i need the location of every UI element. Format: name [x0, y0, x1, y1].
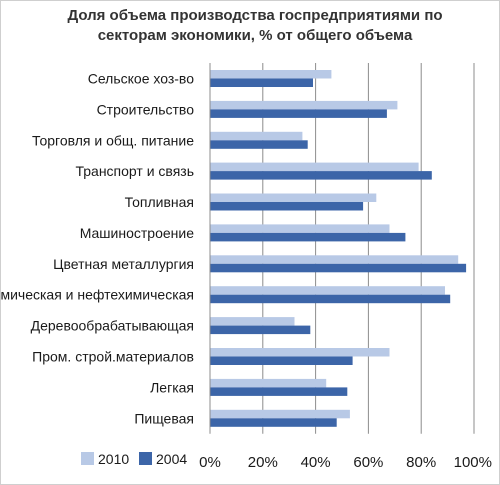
- x-tick-label: 0%: [199, 454, 221, 471]
- category-label: Машиностроение: [80, 225, 194, 241]
- category-label: Химическая и нефтехимическая: [0, 287, 194, 303]
- category-label: Транспорт и связь: [75, 163, 194, 179]
- x-tick-label: 40%: [301, 454, 331, 471]
- bar-2010: [210, 131, 303, 141]
- bars: [210, 70, 467, 427]
- category-label: Пром. строй.материалов: [32, 349, 194, 365]
- legend-swatch-2004: [139, 452, 152, 465]
- category-label: Топливная: [125, 194, 194, 210]
- bar-2004: [210, 78, 313, 87]
- category-labels: Сельское хоз-во Строительство Торговля и о…: [0, 71, 194, 427]
- legend-label-2010: 2010: [98, 451, 129, 467]
- x-tick-label: 20%: [248, 454, 278, 471]
- bar-2004: [210, 232, 406, 242]
- bar-2004: [210, 202, 364, 211]
- bar-2010: [210, 378, 327, 388]
- bar-2010: [210, 348, 390, 357]
- bar-2004: [210, 325, 311, 335]
- bar-2010: [210, 70, 332, 79]
- bar-2004: [210, 140, 308, 149]
- x-tick-labels: 0% 20% 40% 60% 80% 100%: [199, 454, 492, 471]
- legend: 2010 2004: [81, 451, 187, 467]
- chart-title-line-2: секторам экономики, % от общего объема: [97, 27, 413, 44]
- category-label: Деревообрабатывающая: [31, 318, 194, 334]
- bar-2010: [210, 317, 295, 326]
- bar-2004: [210, 418, 337, 427]
- category-label: Цветная металлургия: [53, 256, 194, 272]
- bar-2004: [210, 109, 387, 118]
- x-tick-label: 60%: [353, 454, 383, 471]
- bar-2004: [210, 294, 451, 304]
- category-label: Торговля и общ. питание: [32, 132, 194, 148]
- category-label: Строительство: [97, 101, 195, 117]
- gridlines: [262, 63, 475, 434]
- bar-2004: [210, 356, 353, 365]
- chart-title-line-1: Доля объема производства госпредприятиям…: [67, 7, 443, 24]
- x-tick-label: 80%: [406, 454, 436, 471]
- x-tick-label: 100%: [454, 454, 492, 471]
- bar-2010: [210, 162, 419, 172]
- chart-title: Доля объема производства госпредприятиям…: [30, 6, 480, 46]
- bar-2004: [210, 263, 467, 273]
- category-label: Пищевая: [134, 410, 194, 426]
- bar-2010: [210, 100, 398, 110]
- bar-2010: [210, 224, 390, 233]
- legend-swatch-2010: [81, 452, 94, 465]
- legend-label-2004: 2004: [156, 451, 187, 467]
- bar-2010: [210, 409, 350, 419]
- category-label: Сельское хоз-во: [88, 71, 194, 87]
- bar-2010: [210, 193, 377, 202]
- category-label: Легкая: [150, 379, 194, 395]
- bar-2010: [210, 286, 445, 295]
- bar-2004: [210, 171, 432, 180]
- bar-2004: [210, 387, 348, 396]
- bar-2010: [210, 255, 459, 264]
